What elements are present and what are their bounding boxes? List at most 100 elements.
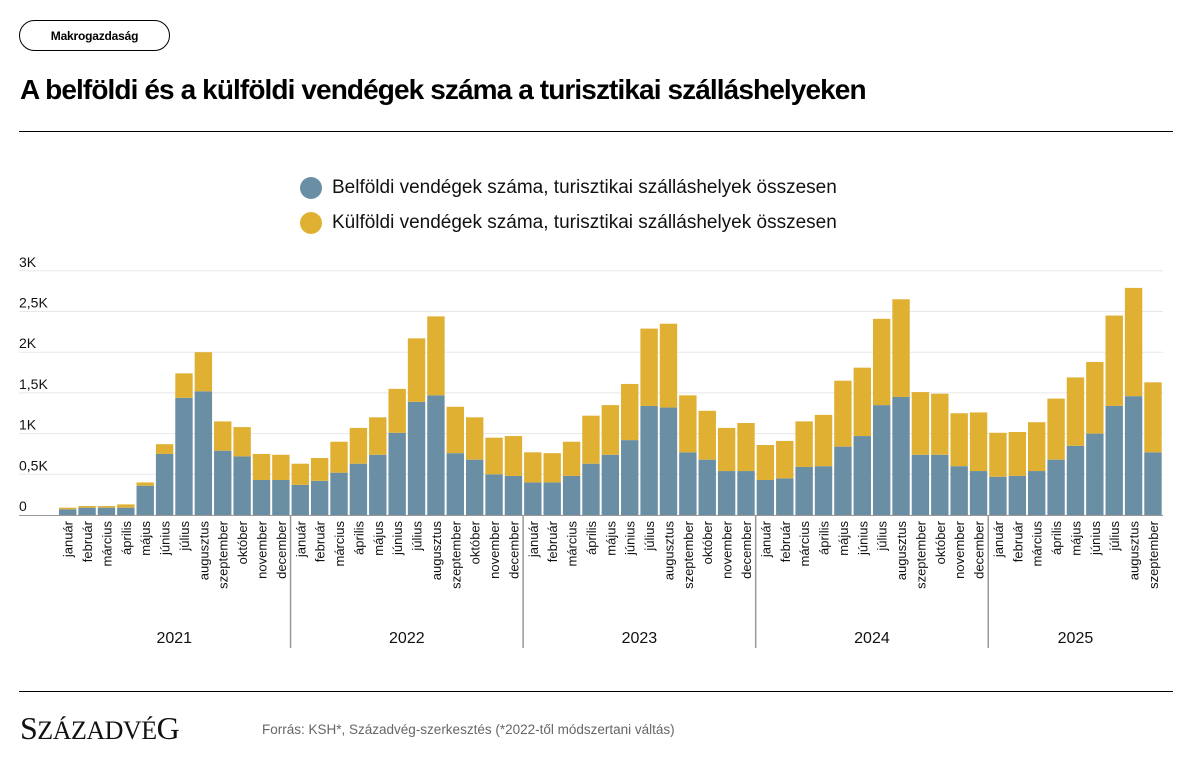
bar-foreign — [1144, 382, 1162, 453]
bar-foreign — [872, 318, 891, 406]
bar-domestic — [776, 478, 794, 515]
bar-domestic — [407, 401, 426, 515]
bar-foreign — [407, 338, 426, 402]
x-tick-label-month: január — [526, 520, 541, 558]
x-tick-label-month: szeptember — [681, 520, 696, 589]
bar-domestic — [214, 450, 232, 515]
bar-domestic — [872, 405, 891, 515]
bar-foreign — [136, 482, 154, 486]
bar-domestic — [1008, 475, 1027, 515]
bar-domestic — [853, 436, 871, 515]
bar-domestic — [911, 454, 930, 515]
bar-foreign — [737, 423, 755, 472]
bar-domestic — [698, 459, 716, 515]
bar-domestic — [291, 484, 309, 515]
bar-foreign — [233, 427, 251, 457]
bar-foreign — [155, 444, 174, 454]
bar-domestic — [272, 479, 290, 515]
bar-foreign — [194, 352, 213, 392]
x-tick-label-month: július — [875, 521, 890, 552]
x-tick-label-month: május — [603, 521, 618, 556]
bar-domestic — [1066, 445, 1085, 515]
bar-foreign — [562, 441, 581, 476]
bar-foreign — [59, 507, 77, 510]
bar-foreign — [698, 410, 716, 460]
bar-domestic — [892, 396, 910, 515]
bar-domestic — [524, 482, 542, 515]
bar-domestic — [659, 407, 678, 515]
bar-foreign — [853, 367, 871, 437]
bar-domestic — [330, 472, 348, 515]
legend-item-foreign[interactable]: Külföldi vendégek száma, turisztikai szá… — [300, 205, 837, 240]
bar-domestic — [621, 440, 639, 515]
x-tick-label-month: március — [1030, 521, 1045, 567]
x-tick-label-month: március — [99, 521, 114, 567]
x-tick-label-month: október — [235, 520, 250, 564]
bar-foreign — [117, 504, 135, 508]
x-tick-label-month: február — [545, 520, 560, 562]
x-tick-label-month: november — [720, 520, 735, 578]
bar-domestic — [640, 405, 658, 515]
bar-domestic — [136, 485, 154, 515]
source-note: Forrás: KSH*, Századvég-szerkesztés (*20… — [262, 722, 675, 737]
bar-foreign — [485, 437, 503, 475]
bar-foreign — [388, 388, 406, 433]
x-tick-label-month: március — [565, 521, 580, 567]
x-tick-label-month: július — [1107, 521, 1122, 552]
chart-title: A belföldi és a külföldi vendégek száma … — [20, 74, 867, 105]
stacked-bar-chart: 0 0,5K 1K 1,5K 2K 2,5K 3K január február március á… — [19, 254, 1163, 648]
category-tag[interactable]: Makrogazdaság — [19, 20, 170, 51]
bar-domestic — [155, 453, 174, 515]
bar-domestic — [543, 482, 561, 515]
x-tick-label-month: november — [255, 520, 270, 578]
bar-foreign — [78, 506, 96, 508]
bar-foreign — [679, 395, 697, 453]
bar-domestic — [117, 507, 135, 515]
bar-domestic — [717, 471, 736, 515]
x-group-label-year: 2025 — [1058, 630, 1094, 647]
legend-label-domestic: Belföldi vendégek száma, turisztikai szá… — [332, 176, 837, 198]
bar-domestic — [427, 395, 445, 515]
bar-foreign — [795, 421, 813, 467]
bar-domestic — [175, 397, 193, 515]
x-tick-label-month: január — [991, 520, 1006, 558]
x-tick-label-month: szeptember — [1146, 520, 1161, 589]
x-tick-label-month: január — [61, 520, 76, 558]
bar-domestic — [679, 452, 697, 515]
bar-domestic — [310, 480, 329, 515]
bar-domestic — [233, 456, 251, 515]
x-tick-label-month: szeptember — [448, 520, 463, 589]
bar-domestic — [1086, 433, 1104, 515]
x-tick-label-month: június — [1088, 521, 1103, 556]
x-tick-label-month: november — [487, 520, 502, 578]
bar-domestic — [388, 432, 406, 515]
bar-foreign — [1066, 377, 1085, 446]
bar-foreign — [911, 392, 930, 455]
x-tick-label-month: augusztus — [661, 521, 676, 581]
bar-foreign — [330, 441, 348, 473]
bar-foreign — [1105, 315, 1123, 406]
bar-foreign — [931, 393, 949, 455]
x-tick-label-month: november — [952, 520, 967, 578]
x-tick-label-month: február — [778, 520, 793, 562]
bar-foreign — [214, 421, 232, 451]
x-tick-label-month: augusztus — [429, 521, 444, 581]
x-tick-label-month: július — [642, 521, 657, 552]
bar-foreign — [291, 463, 309, 485]
bar-domestic — [59, 509, 77, 515]
bar-domestic — [582, 463, 600, 515]
x-tick-label-month: július — [410, 521, 425, 552]
bar-foreign — [989, 432, 1007, 477]
x-tick-label-month: június — [390, 521, 405, 556]
bar-domestic — [950, 466, 968, 515]
bar-foreign — [834, 380, 852, 447]
bar-foreign — [1008, 431, 1027, 476]
x-group-label-year: 2021 — [156, 630, 192, 647]
bar-domestic — [1124, 396, 1143, 515]
bar-foreign — [1047, 398, 1065, 460]
x-tick-label-month: január — [293, 520, 308, 558]
x-tick-label-month: augusztus — [196, 521, 211, 581]
x-tick-label-month: május — [1068, 521, 1083, 556]
legend-item-domestic[interactable]: Belföldi vendégek száma, turisztikai szá… — [300, 170, 837, 205]
x-tick-label-month: szeptember — [913, 520, 928, 589]
